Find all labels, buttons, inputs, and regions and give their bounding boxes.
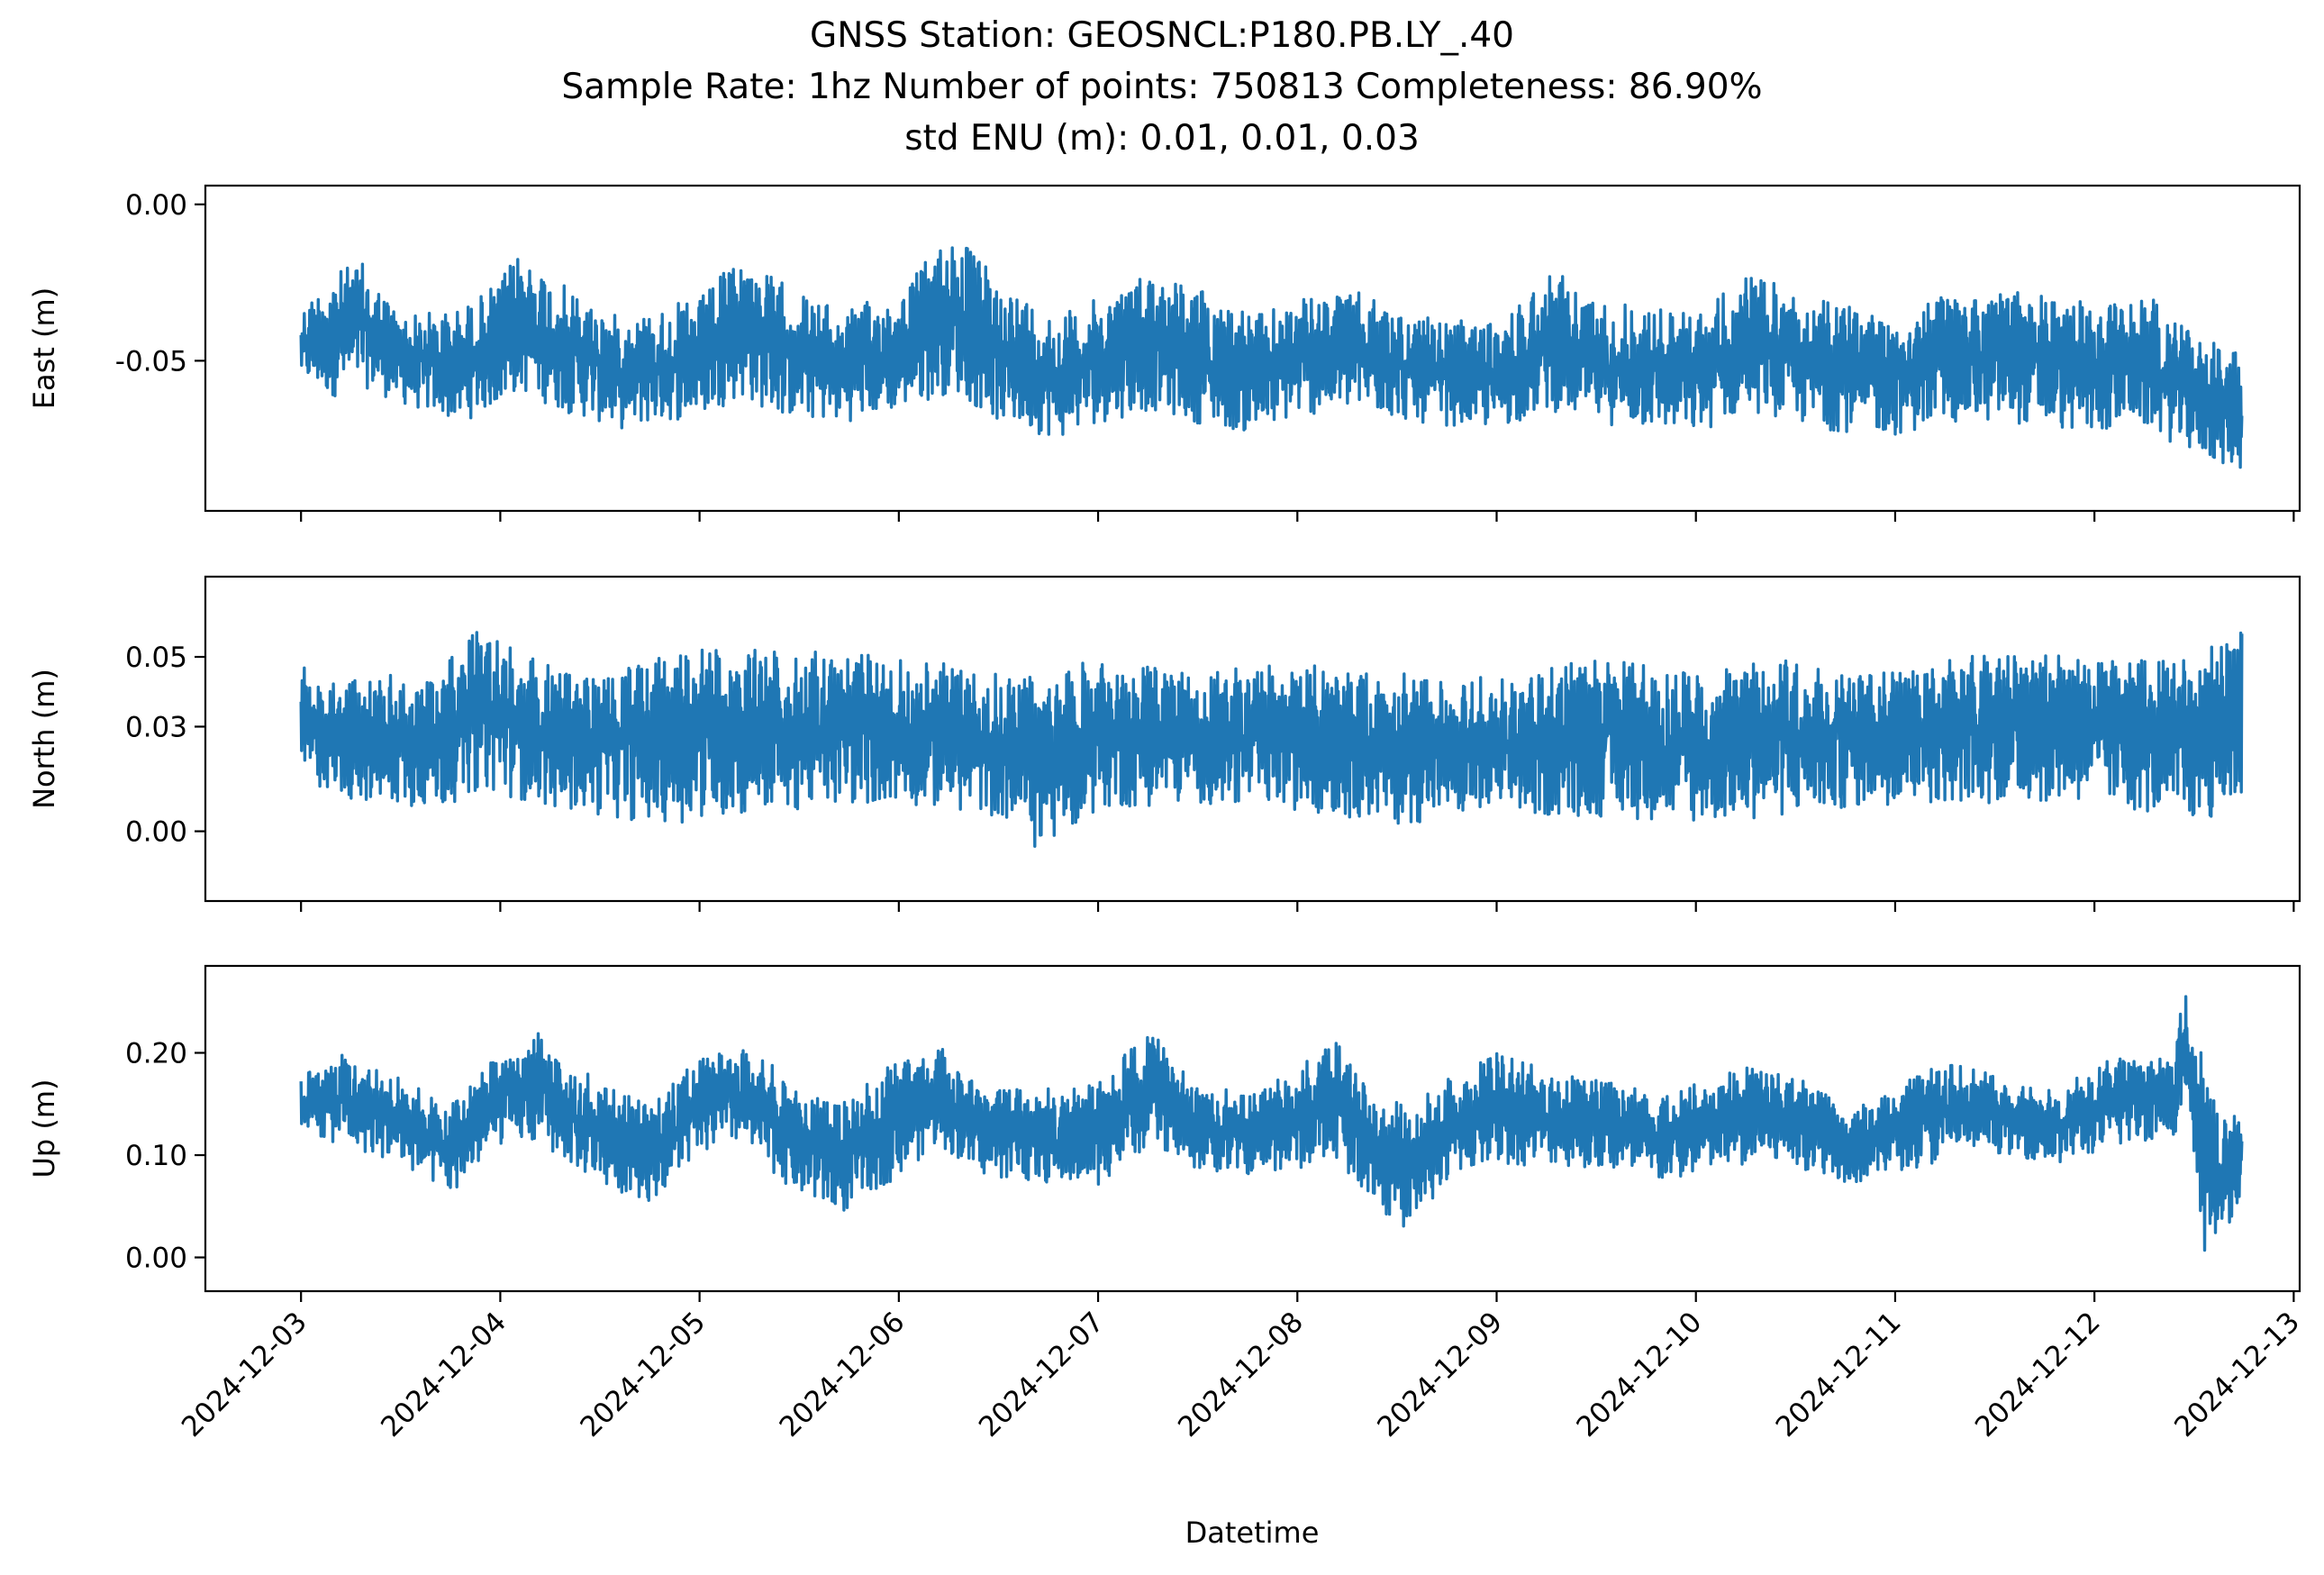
y-tick-label-north: 0.00 [125, 816, 187, 849]
panel-east: 0.00 -0.05 East (m) [27, 184, 2301, 522]
axes-frame-up [204, 964, 2301, 1293]
x-tick-label: 2024-12-12 [1969, 1306, 2107, 1443]
panel-north: 0.05 0.03 0.00 North (m) [27, 575, 2301, 912]
x-tick-label: 2024-12-08 [1172, 1306, 1310, 1443]
y-tick-label-east: -0.05 [115, 345, 187, 378]
series-line-up [299, 995, 2244, 1252]
y-tick-label-up: 0.20 [125, 1037, 187, 1070]
x-tick-label: 2024-12-11 [1770, 1306, 1908, 1443]
x-tick-label: 2024-12-06 [774, 1306, 912, 1443]
x-tick-label: 2024-12-04 [375, 1306, 513, 1443]
y-axis-label-north: North (m) [27, 669, 61, 809]
y-tick-label-east: 0.00 [125, 189, 187, 222]
x-tick-label: 2024-12-07 [973, 1306, 1111, 1443]
y-axis-label-east: East (m) [27, 287, 61, 409]
x-axis-label: Datetime [1185, 1516, 1320, 1550]
y-tick-label-up: 0.10 [125, 1140, 187, 1172]
title-line-std-enu: std ENU (m): 0.01, 0.01, 0.03 [904, 118, 1420, 159]
title-line-sample-rate: Sample Rate: 1hz Number of points: 75081… [561, 67, 1762, 107]
x-tick-label: 2024-12-13 [2168, 1306, 2306, 1443]
x-tick-label: 2024-12-10 [1571, 1306, 1709, 1443]
panel-up: 0.20 0.10 0.00 Up (m) 2024-12-03 2024-12-04 20… [27, 964, 2306, 1443]
y-tick-label-north: 0.05 [125, 642, 187, 674]
y-tick-label-up: 0.00 [125, 1243, 187, 1275]
title-line-station: GNSS Station: GEOSNCL:P180.PB.LY_.40 [810, 15, 1514, 56]
axes-frame-east [204, 184, 2301, 513]
series-line-north [299, 631, 2244, 848]
y-axis-label-up: Up (m) [27, 1079, 61, 1178]
series-line-east [299, 246, 2244, 469]
chart-title: GNSS Station: GEOSNCL:P180.PB.LY_.40 Sam… [561, 15, 1762, 159]
y-tick-label-north: 0.03 [125, 711, 187, 743]
x-tick-label: 2024-12-09 [1371, 1306, 1509, 1443]
x-tick-label: 2024-12-03 [176, 1306, 313, 1443]
axes-frame-north [204, 575, 2301, 903]
x-tick-label: 2024-12-05 [574, 1306, 712, 1443]
